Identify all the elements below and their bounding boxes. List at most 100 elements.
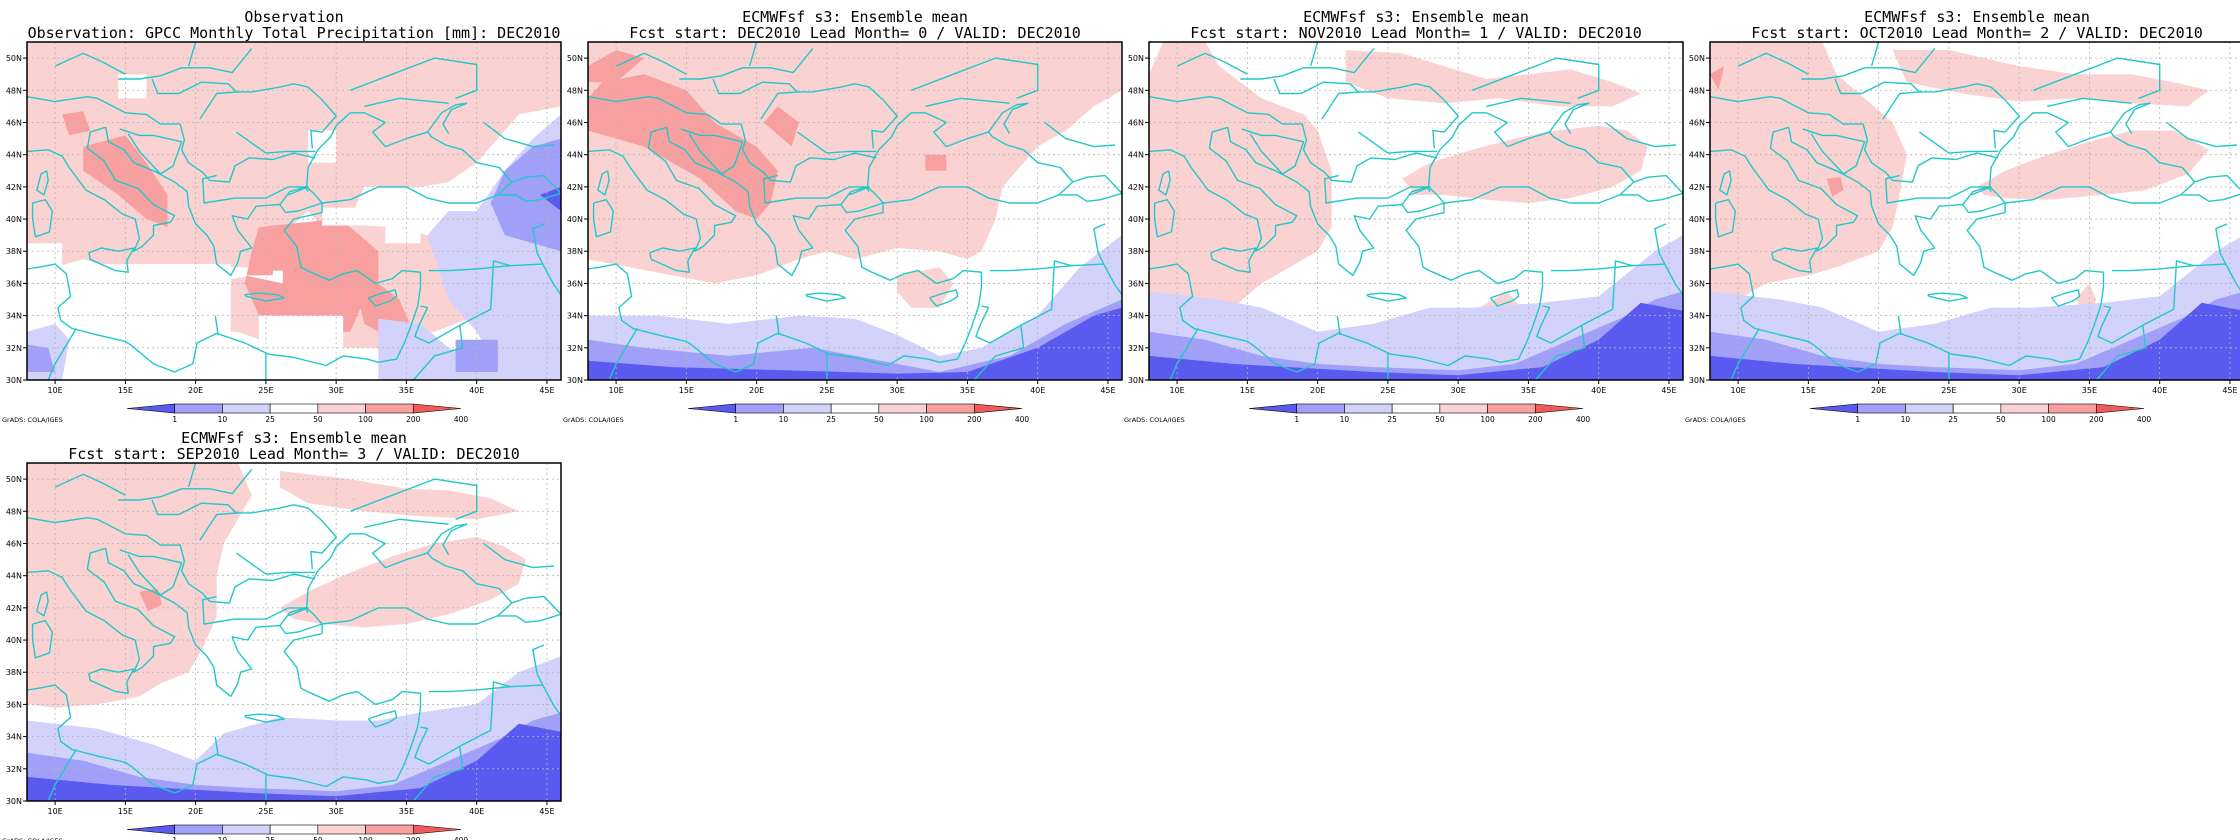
colorbar-segment	[412, 403, 462, 414]
coastline	[27, 263, 368, 373]
x-tick-label: 20E	[749, 386, 764, 395]
coastline	[1366, 292, 1407, 302]
grads-credit: GrADS: COLA/IGES	[2, 837, 63, 840]
coastline	[414, 726, 461, 765]
colorbar-segment	[783, 403, 832, 414]
coastline	[1536, 305, 1583, 344]
precip-shade	[27, 712, 561, 801]
y-tick-label: 32N	[1128, 344, 1144, 353]
y-tick-label: 46N	[567, 118, 583, 127]
colorbar-label: 25	[826, 415, 836, 424]
colorbar-label: 100	[358, 836, 373, 840]
y-tick-label: 36N	[1689, 279, 1705, 288]
coastline	[588, 126, 737, 252]
y-tick-label: 44N	[6, 572, 22, 581]
coastline	[1240, 47, 1375, 80]
y-tick-label: 46N	[6, 118, 22, 127]
panel-title-line2: Fcst start: DEC2010 Lead Month= 0 / VALI…	[629, 24, 1081, 42]
y-tick-label: 42N	[6, 183, 22, 192]
precip-shade	[279, 537, 526, 628]
x-tick-label: 30E	[1451, 386, 1466, 395]
coastline	[235, 131, 316, 154]
coastline	[1966, 202, 2105, 363]
colorbar-segment	[2000, 403, 2049, 414]
colorbar-segment	[365, 824, 414, 835]
coastline	[1548, 102, 1590, 135]
y-tick-label: 30N	[567, 376, 583, 385]
coastline	[1149, 126, 1298, 252]
colorbar-label: 400	[1576, 415, 1591, 424]
x-tick-label: 20E	[1871, 386, 1886, 395]
panel-title-line2: Fcst start: SEP2010 Lead Month= 3 / VALI…	[68, 445, 520, 463]
coastline	[283, 623, 422, 784]
x-tick-label: 30E	[329, 386, 344, 395]
coastline	[1962, 186, 1992, 206]
coastline	[426, 102, 468, 135]
coastline	[1210, 247, 1257, 273]
x-tick-label: 20E	[188, 386, 203, 395]
colorbar-label: 1	[172, 415, 177, 424]
coastline	[27, 95, 316, 183]
y-tick-label: 36N	[6, 279, 22, 288]
coastline	[840, 186, 870, 206]
x-tick-label: 10E	[1169, 386, 1184, 395]
x-tick-label: 40E	[2152, 386, 2167, 395]
coastline	[666, 127, 848, 277]
precip-shade	[27, 723, 561, 801]
coastline	[1273, 78, 1459, 149]
coastline	[305, 533, 513, 625]
coastline	[928, 289, 959, 307]
coastline	[775, 315, 780, 336]
precip-shade	[1710, 302, 2240, 380]
y-tick-label: 40N	[6, 636, 22, 645]
colorbar-segment	[687, 403, 737, 414]
map-frame	[26, 462, 562, 802]
colorbar-segment	[1439, 403, 1488, 414]
coastline	[1149, 95, 1438, 183]
colorbar-segment	[412, 824, 462, 835]
coastline	[1357, 131, 1438, 154]
colorbar-label: 200	[406, 836, 421, 840]
colorbar-label: 400	[2137, 415, 2152, 424]
x-tick-label: 10E	[608, 386, 623, 395]
coastline	[483, 542, 555, 569]
x-tick-label: 35E	[2082, 386, 2097, 395]
y-tick-label: 44N	[6, 151, 22, 160]
coastline	[88, 668, 135, 694]
y-tick-label: 42N	[1689, 183, 1705, 192]
precip-shade	[258, 315, 344, 368]
coastline	[1489, 289, 1520, 307]
coastline	[214, 315, 219, 336]
x-tick-label: 45E	[539, 386, 554, 395]
coastline	[27, 684, 368, 794]
x-tick-label: 20E	[188, 807, 203, 816]
colorbar-label: 10	[218, 415, 228, 424]
coastline	[2109, 102, 2151, 135]
x-tick-label: 10E	[1730, 386, 1745, 395]
colorbar-label: 400	[454, 415, 469, 424]
coastline	[1834, 78, 2020, 149]
colorbar: 1 10 25 50 100 200 400	[687, 403, 1029, 424]
colorbar-segment	[2048, 403, 2097, 414]
colorbar-segment	[222, 824, 271, 835]
coastline	[1730, 328, 1760, 380]
coastline	[119, 128, 183, 175]
y-tick-label: 48N	[1689, 86, 1705, 95]
colorbar-segment	[1344, 403, 1393, 414]
coastline	[199, 91, 238, 120]
coastline	[844, 202, 983, 363]
precip-shade	[118, 74, 147, 99]
coastline	[1719, 170, 1732, 196]
y-tick-label: 48N	[6, 86, 22, 95]
colorbar-label: 100	[1480, 415, 1495, 424]
coastline	[54, 52, 126, 75]
colorbar-label: 10	[779, 415, 789, 424]
precip-shade	[27, 243, 63, 276]
coastline	[1401, 186, 1431, 206]
y-tick-label: 34N	[1689, 312, 1705, 321]
coastline	[1714, 198, 1737, 238]
panel-title-line2: Fcst start: OCT2010 Lead Month= 2 / VALI…	[1751, 24, 2203, 42]
colorbar: 1 10 25 50 100 200 400	[126, 403, 469, 424]
colorbar-segment	[317, 824, 366, 835]
